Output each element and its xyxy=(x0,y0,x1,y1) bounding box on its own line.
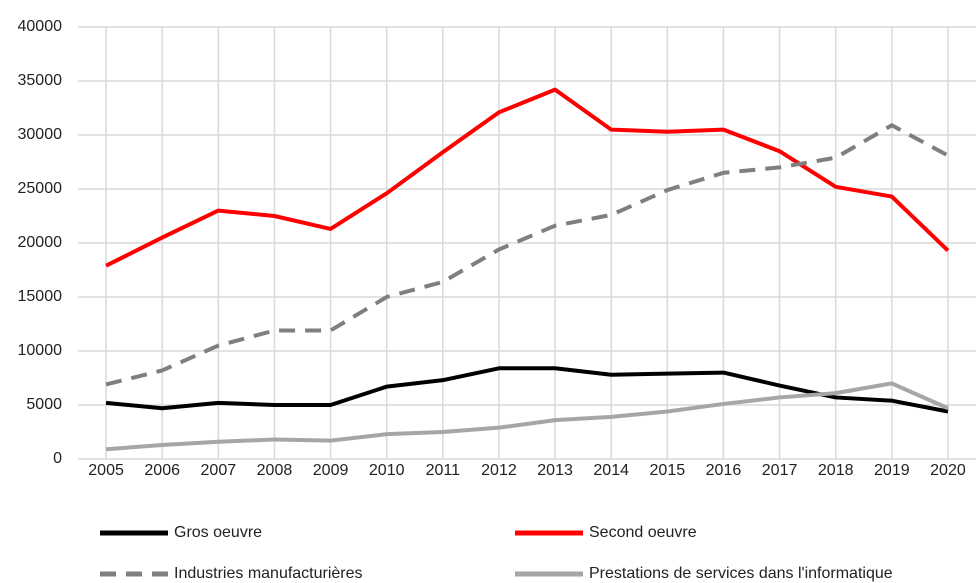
x-tick-label: 2009 xyxy=(313,462,349,479)
series-line xyxy=(105,381,949,452)
y-tick-label: 30000 xyxy=(18,126,63,143)
x-tick-label: 2018 xyxy=(818,462,854,479)
x-tick-label: 2006 xyxy=(144,462,180,479)
x-tick-label: 2017 xyxy=(762,462,798,479)
y-tick-label: 35000 xyxy=(18,72,63,89)
series-line xyxy=(105,366,949,414)
y-tick-label: 15000 xyxy=(18,288,63,305)
x-tick-label: 2005 xyxy=(88,462,124,479)
x-tick-label: 2015 xyxy=(650,462,686,479)
legend-label: Industries manufacturières xyxy=(174,565,363,582)
x-tick-label: 2019 xyxy=(874,462,910,479)
x-tick-label: 2014 xyxy=(593,462,629,479)
y-tick-label: 20000 xyxy=(18,234,63,251)
x-tick-label: 2010 xyxy=(369,462,405,479)
x-tick-label: 2011 xyxy=(426,462,461,479)
x-tick-label: 2013 xyxy=(537,462,573,479)
x-tick-label: 2007 xyxy=(201,462,237,479)
series-line xyxy=(105,87,950,268)
y-tick-label: 25000 xyxy=(18,180,63,197)
x-tick-label: 2020 xyxy=(930,462,966,479)
legend-label: Prestations de services dans l'informati… xyxy=(589,565,893,582)
x-tick-label: 2008 xyxy=(257,462,293,479)
series-line xyxy=(105,123,949,387)
x-tick-label: 2016 xyxy=(706,462,742,479)
y-tick-label: 40000 xyxy=(18,18,63,35)
y-tick-label: 0 xyxy=(53,450,62,467)
y-tick-label: 5000 xyxy=(26,396,62,413)
x-tick-label: 2012 xyxy=(481,462,517,479)
legend-label: Gros oeuvre xyxy=(174,524,262,541)
legend-label: Second oeuvre xyxy=(589,524,697,541)
y-tick-label: 10000 xyxy=(18,342,63,359)
